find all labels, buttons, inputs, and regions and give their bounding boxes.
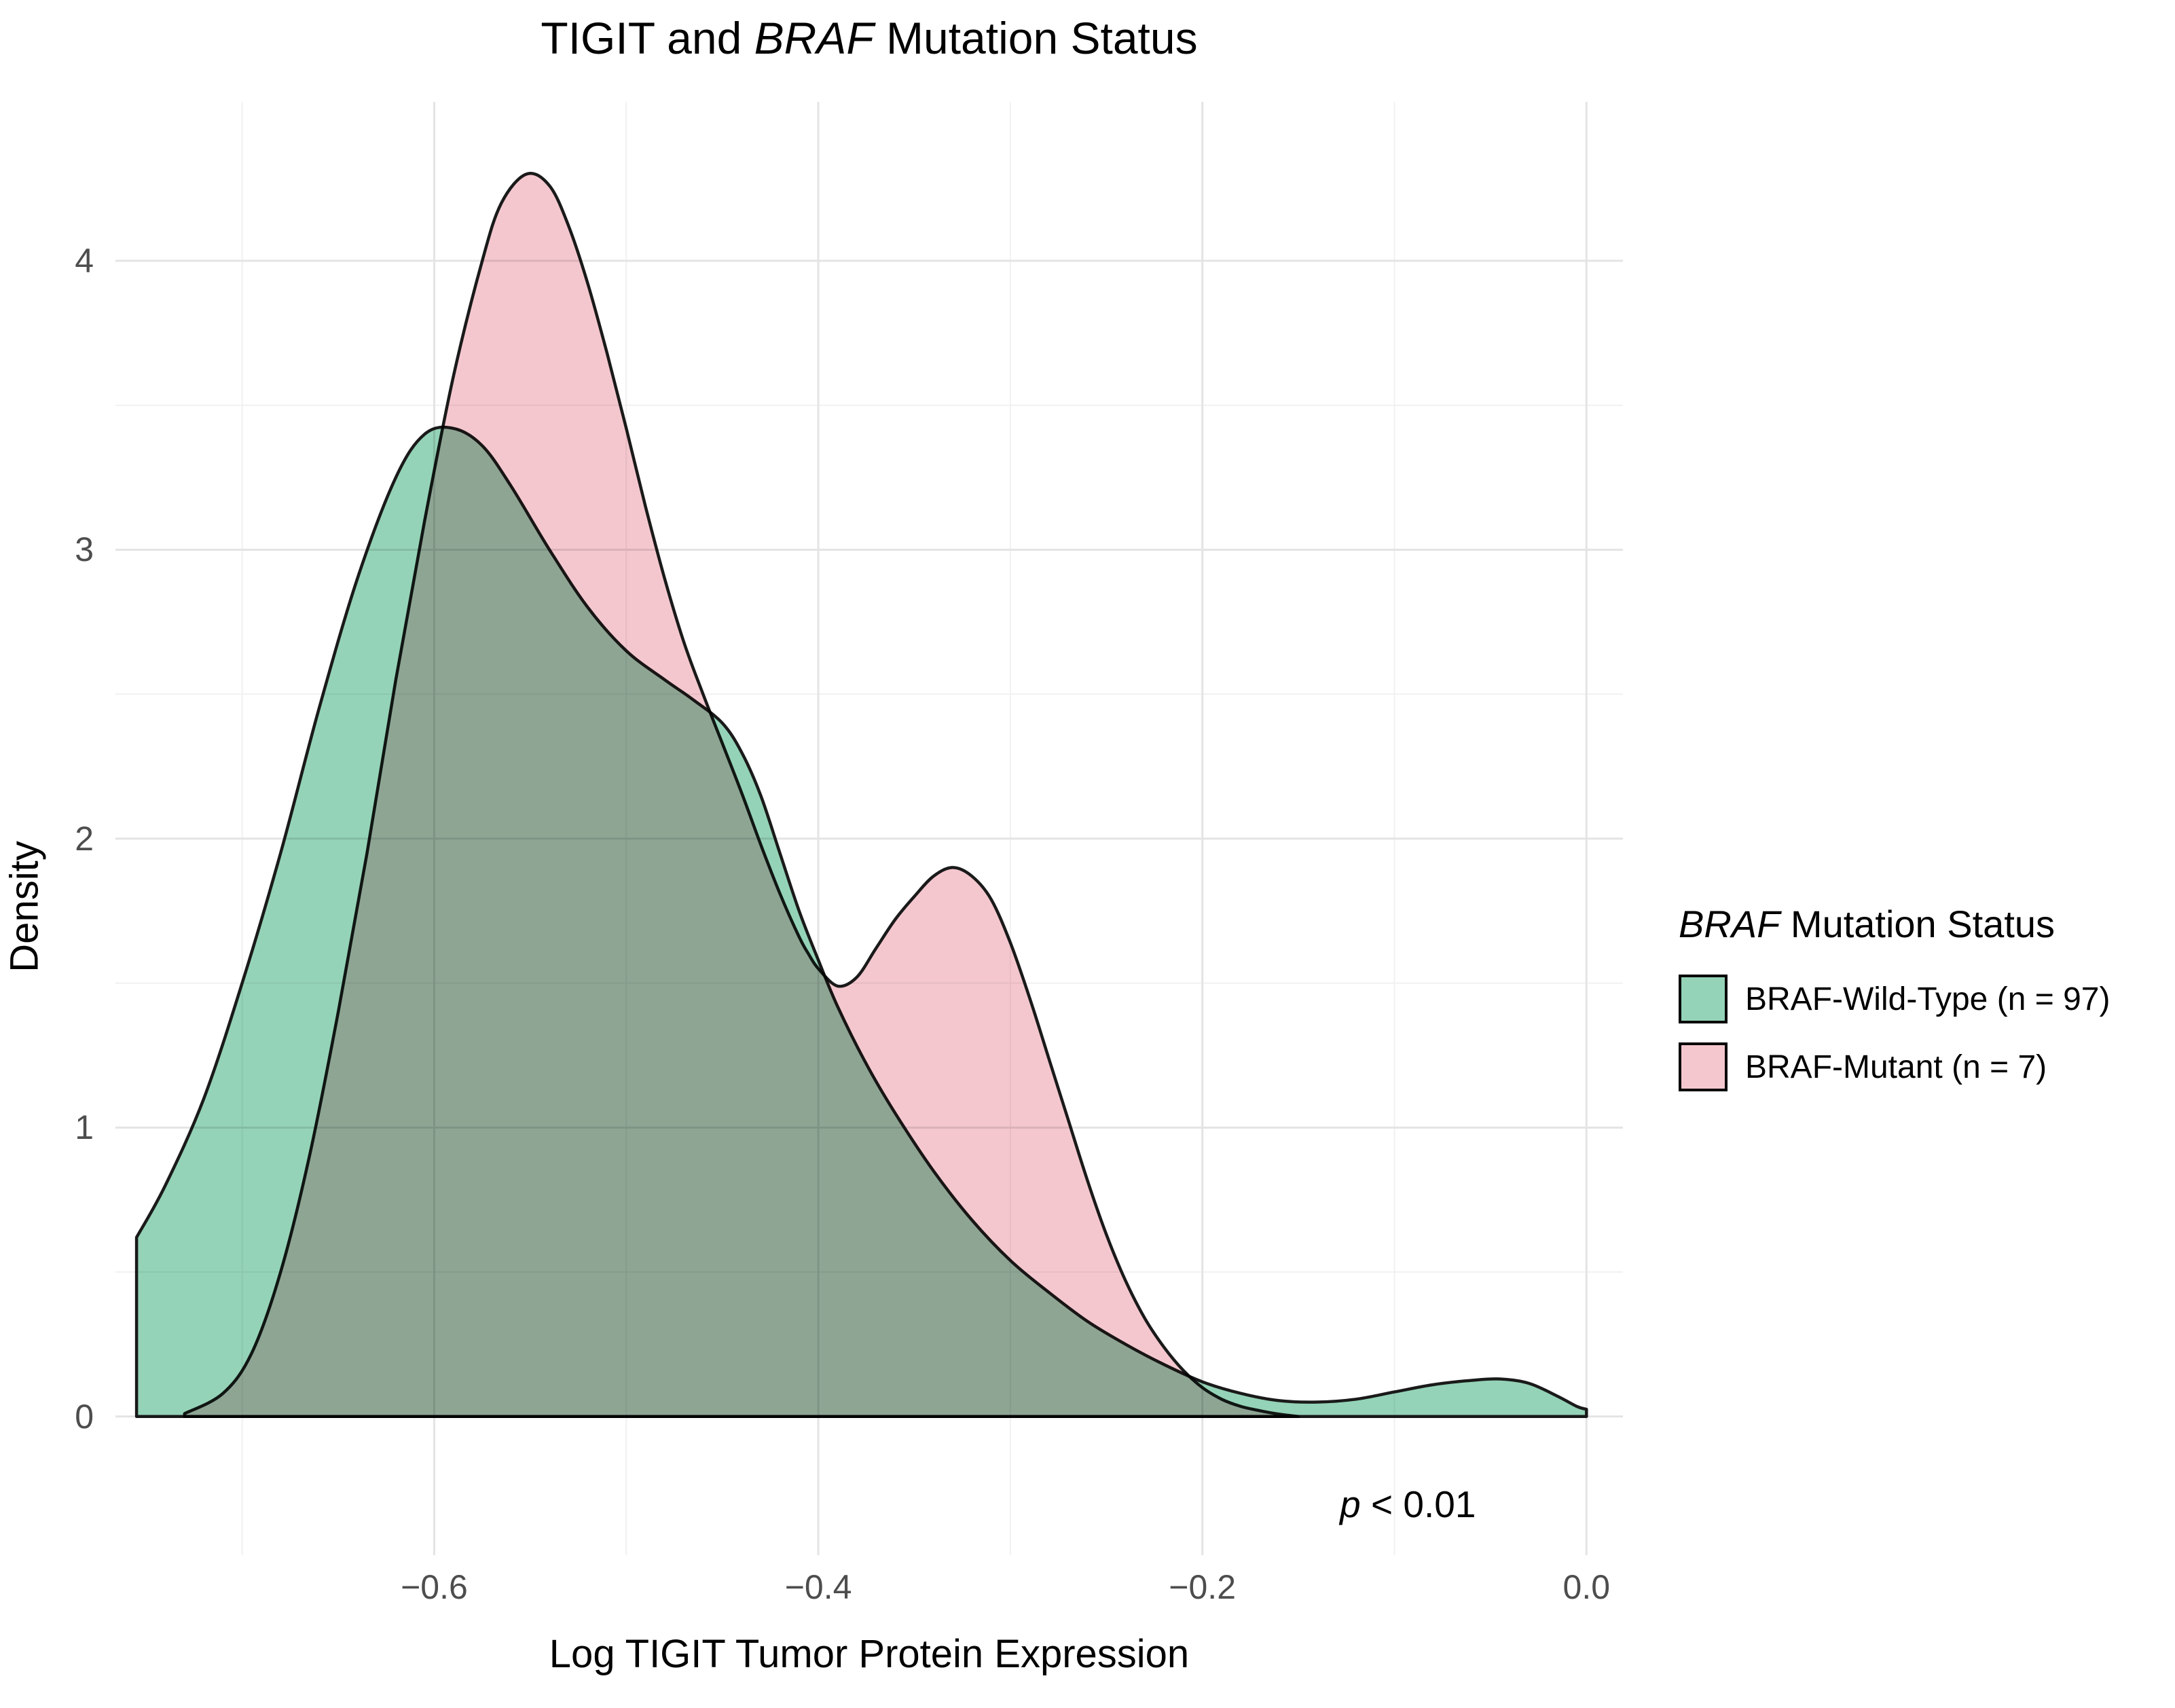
x-tick-label: −0.4 <box>784 1568 852 1606</box>
legend-entry-mutant: BRAF-Mutant (n = 7) <box>1679 1042 2110 1091</box>
legend-label-mutant: BRAF-Mutant (n = 7) <box>1745 1049 2047 1085</box>
legend-swatch-mutant <box>1679 1042 1728 1091</box>
legend: BRAF Mutation Status BRAF-Wild-Type (n =… <box>1679 902 2110 1110</box>
x-tick-label: 0.0 <box>1562 1568 1611 1606</box>
y-tick-label: 3 <box>75 530 94 569</box>
p-value-symbol: p <box>1340 1483 1361 1526</box>
legend-title: BRAF Mutation Status <box>1679 902 2110 946</box>
p-value-text: < 0.01 <box>1360 1483 1476 1526</box>
legend-swatch-wild-type <box>1679 975 1728 1023</box>
x-axis-title: Log TIGIT Tumor Protein Expression <box>549 1632 1190 1676</box>
density-area-mutant <box>183 172 1300 1419</box>
y-tick-label: 1 <box>75 1108 94 1147</box>
y-tick-label: 0 <box>75 1397 94 1436</box>
legend-title-gene: BRAF <box>1679 903 1780 945</box>
density-plot-panel <box>115 102 1623 1555</box>
chart-title-pre: TIGIT and <box>541 13 754 63</box>
chart-title: TIGIT and BRAF Mutation Status <box>541 12 1197 64</box>
y-tick-label: 2 <box>75 819 94 858</box>
legend-title-rest: Mutation Status <box>1780 903 2055 945</box>
y-tick-label: 4 <box>75 241 94 280</box>
chart-title-post: Mutation Status <box>873 13 1198 63</box>
chart-title-gene: BRAF <box>754 13 874 63</box>
p-value-annotation: p < 0.01 <box>1340 1483 1476 1526</box>
y-axis-title: Density <box>2 841 47 973</box>
legend-label-wild-type: BRAF-Wild-Type (n = 97) <box>1745 981 2110 1017</box>
legend-entry-wild-type: BRAF-Wild-Type (n = 97) <box>1679 975 2110 1023</box>
x-tick-label: −0.6 <box>401 1568 468 1606</box>
x-tick-label: −0.2 <box>1169 1568 1237 1606</box>
